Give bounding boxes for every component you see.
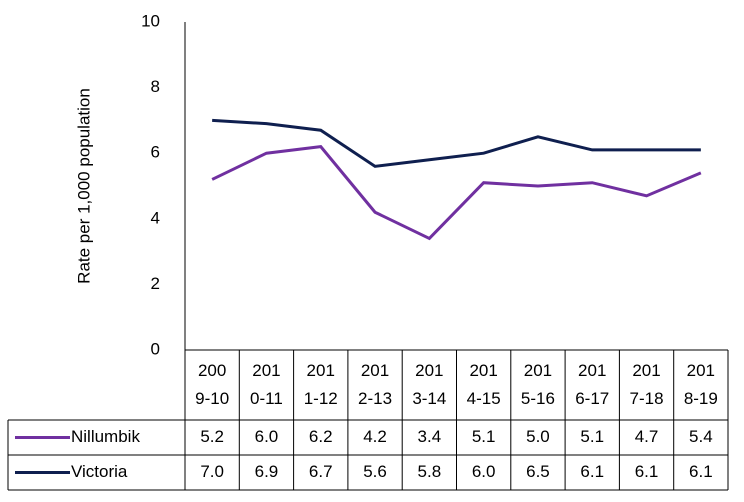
y-tick-label: 6 [151,143,160,162]
y-tick-label: 8 [151,77,160,96]
table-value: 5.6 [363,462,387,481]
x-tick-label: 2009-10 [195,361,230,408]
table-value: 7.0 [200,462,224,481]
table-value: 4.7 [635,427,659,446]
x-tick-label: 2016-17 [575,361,610,408]
category-cell: 2011-12 [294,352,348,418]
series-line [211,145,702,241]
x-tick-label: 2014-15 [466,361,501,408]
table-value: 6.9 [255,462,279,481]
category-cell: 2012-13 [348,352,402,418]
table-value: 6.1 [689,462,713,481]
x-tick-label: 2015-16 [520,361,555,408]
table-value: 5.2 [200,427,224,446]
table-value: 6.1 [580,462,604,481]
x-tick-label: 2018-19 [683,361,718,408]
x-tick-label: 2017-18 [629,361,664,408]
table-value: 6.7 [309,462,333,481]
category-cell: 2018-19 [674,352,728,418]
table-value: 5.4 [689,427,713,446]
category-cell: 2016-17 [565,352,619,418]
legend-label: Nillumbik [71,427,140,446]
table-value: 5.0 [526,427,550,446]
table-value: 5.8 [418,462,442,481]
table-value: 6.0 [255,427,279,446]
x-tick-label: 2010-11 [250,361,283,408]
table-value: 4.2 [363,427,387,446]
table-value: 5.1 [580,427,604,446]
category-cell: 2013-14 [402,352,456,418]
legend-label: Victoria [71,462,128,481]
table-value: 6.5 [526,462,550,481]
table-value: 3.4 [418,427,442,446]
y-tick-label: 0 [151,339,160,358]
series-line [212,118,701,168]
category-cell: 2010-11 [239,352,293,418]
category-cell: 2014-15 [457,352,511,418]
x-tick-label: 2012-13 [358,361,393,408]
y-tick-label: 10 [141,11,160,30]
x-tick-label: 2011-12 [303,361,338,408]
category-cell: 2017-18 [619,352,673,418]
table-value: 5.1 [472,427,496,446]
y-tick-label: 2 [151,274,160,293]
y-axis-label: Rate per 1,000 population [74,88,93,284]
x-tick-label: 2013-14 [412,361,447,408]
table-value: 6.1 [635,462,659,481]
table-value: 6.2 [309,427,333,446]
category-cell: 2015-16 [511,352,565,418]
table-value: 6.0 [472,462,496,481]
category-cell: 2009-10 [185,352,239,418]
y-tick-label: 4 [151,208,160,227]
